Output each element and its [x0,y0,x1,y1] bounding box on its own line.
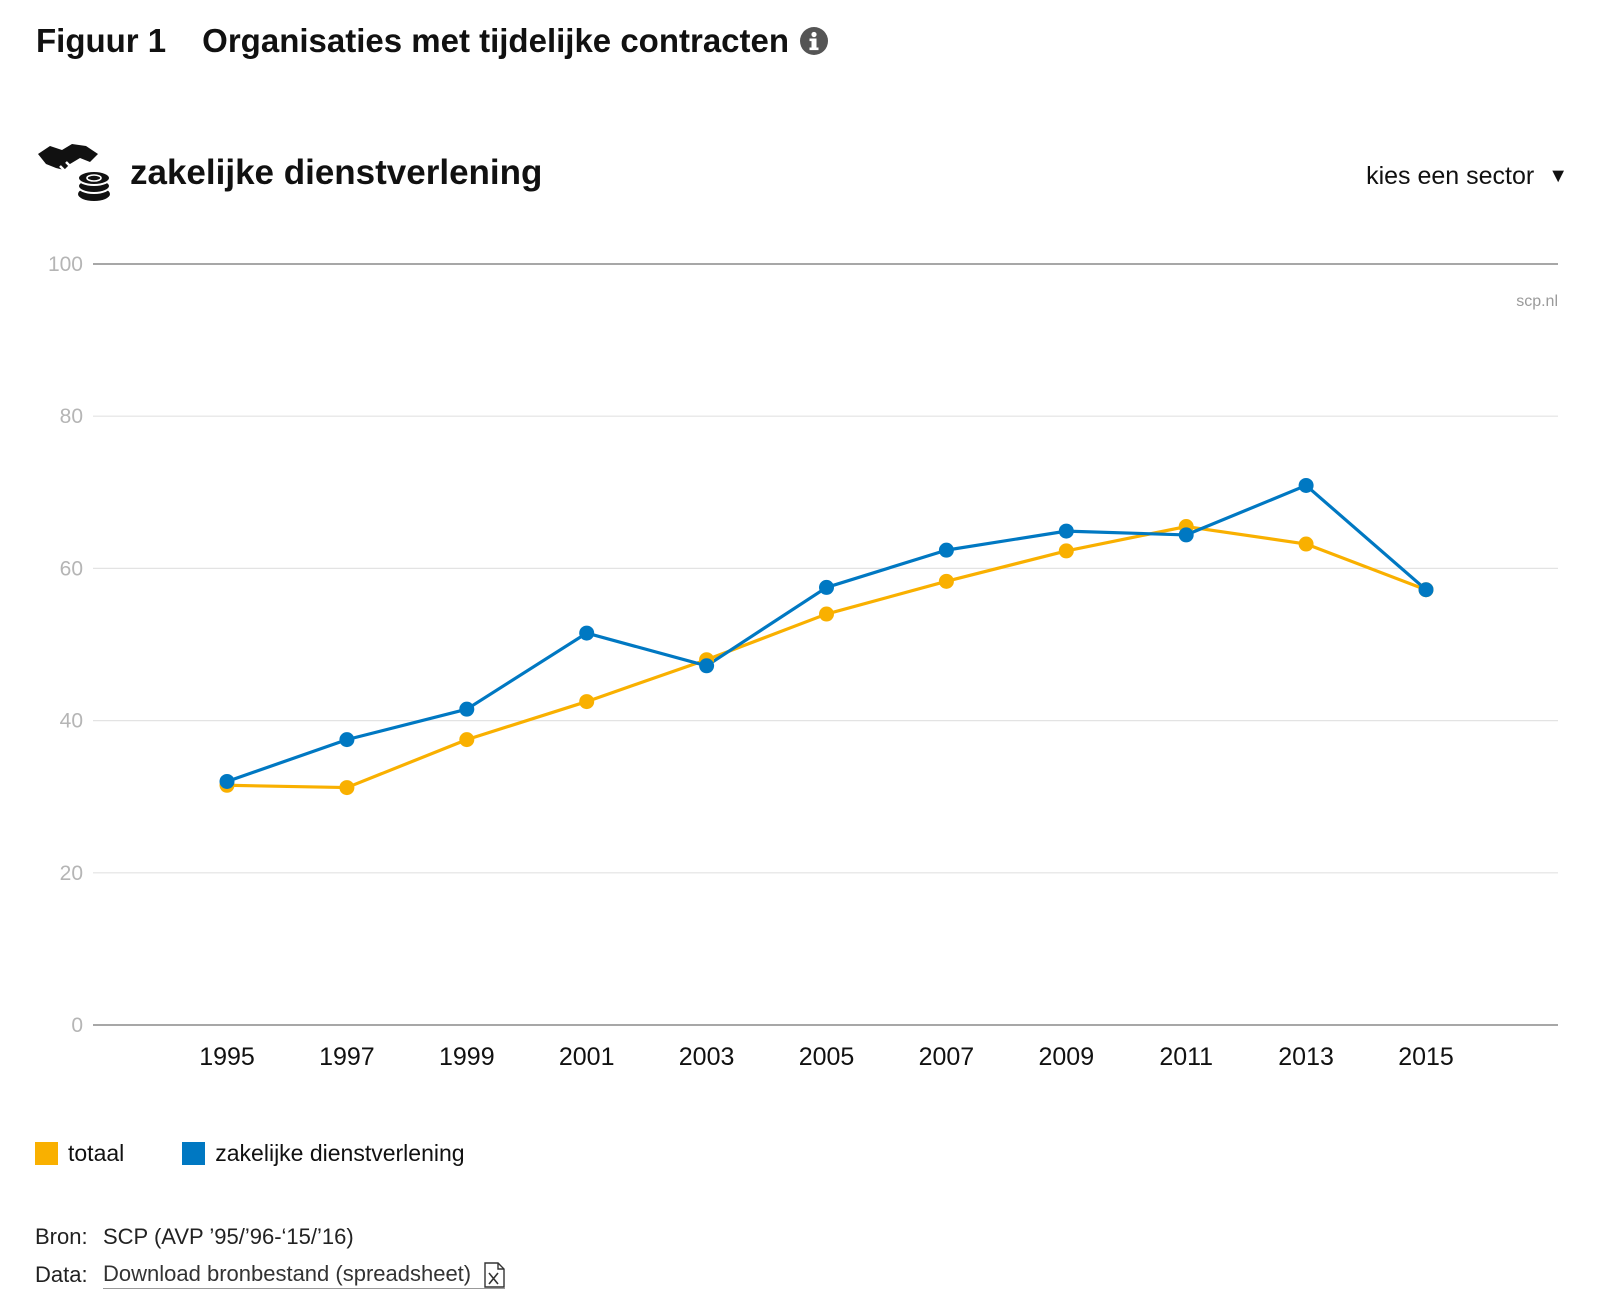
x-tick-label: 2013 [1278,1043,1334,1071]
handshake-coins-icon [36,140,112,206]
watermark: scp.nl [1516,293,1558,310]
data-point [1178,527,1194,543]
figure-title: Organisaties met tijdelijke contracten [202,22,790,59]
data-point [938,542,954,558]
data-point [579,625,595,641]
x-tick-label: 2003 [679,1043,735,1071]
legend-swatch [35,1142,58,1165]
triangle-down-icon: ▼ [1548,165,1568,187]
sector-title: zakelijke dienstverlening [130,153,543,192]
sector-dropdown-label: kies een sector [1366,162,1535,190]
data-point [938,573,954,589]
data-label: Data: [35,1262,88,1287]
figure-label: Figuur 1 [36,22,167,59]
grid [93,263,1558,1026]
legend-swatch [182,1142,206,1165]
download-link[interactable]: Download bronbestand (spreadsheet) [103,1260,506,1290]
figure-header: Figuur 1 Organisaties met tijdelijke con… [36,22,829,60]
data-point [819,606,834,622]
source-value: SCP (AVP ’95/’96-‘15/’16) [103,1224,354,1249]
legend: totaal zakelijke dienstverlening [35,1140,523,1167]
sector-dropdown[interactable]: kies een sector ▼ [1366,162,1568,191]
data-point [1058,523,1074,539]
y-axis: 0 20 40 60 80 100 [48,253,83,1037]
x-tick-label: 1995 [199,1043,255,1071]
download-link-label: Download bronbestand (spreadsheet) [103,1260,472,1286]
x-tick-label: 2009 [1038,1043,1094,1071]
data-point [459,701,475,717]
legend-item-totaal[interactable]: totaal [35,1140,124,1167]
data-point [339,780,355,796]
legend-label: zakelijke dienstverlening [215,1140,465,1166]
x-tick-label: 1999 [439,1043,495,1071]
x-tick-label: 2005 [799,1043,855,1071]
source-label: Bron: [35,1224,88,1249]
x-tick-label: 2001 [559,1043,615,1071]
data-point [579,694,595,710]
y-tick-label: 100 [48,253,83,276]
x-axis: 1995 1997 1999 2001 2003 2005 2007 2009 2011 2013… [199,1043,1454,1071]
data-point [1418,582,1434,598]
series-line-1 [226,483,1428,783]
info-icon[interactable] [799,26,829,56]
spreadsheet-icon [483,1262,505,1288]
data-point [1298,477,1314,493]
sector-heading: zakelijke dienstverlening [36,140,542,206]
data-point [699,658,715,674]
y-tick-label: 60 [60,557,83,580]
series-layer [219,477,1434,796]
y-tick-label: 80 [60,405,83,428]
y-tick-label: 0 [71,1014,83,1037]
x-tick-label: 1997 [319,1043,375,1071]
y-tick-label: 20 [60,862,83,885]
series-line-0 [226,524,1427,790]
data-point [339,732,355,748]
y-tick-label: 40 [60,710,83,733]
x-tick-label: 2011 [1159,1043,1213,1071]
source-block: Bron: SCP (AVP ’95/’96-‘15/’16) Data: Do… [35,1218,506,1294]
x-tick-label: 2015 [1398,1043,1454,1071]
x-tick-label: 2007 [919,1043,975,1071]
data-point [1058,543,1074,559]
data-point [219,773,235,789]
data-point [819,579,834,595]
data-point [1298,536,1314,552]
legend-label: totaal [68,1140,125,1166]
line-chart: 0 20 40 60 80 100 1995 1997 1999 2001 2003 2005 200… [48,253,1558,1071]
data-point [459,732,475,748]
legend-item-zakelijke-dienstverlening[interactable]: zakelijke dienstverlening [182,1140,465,1167]
